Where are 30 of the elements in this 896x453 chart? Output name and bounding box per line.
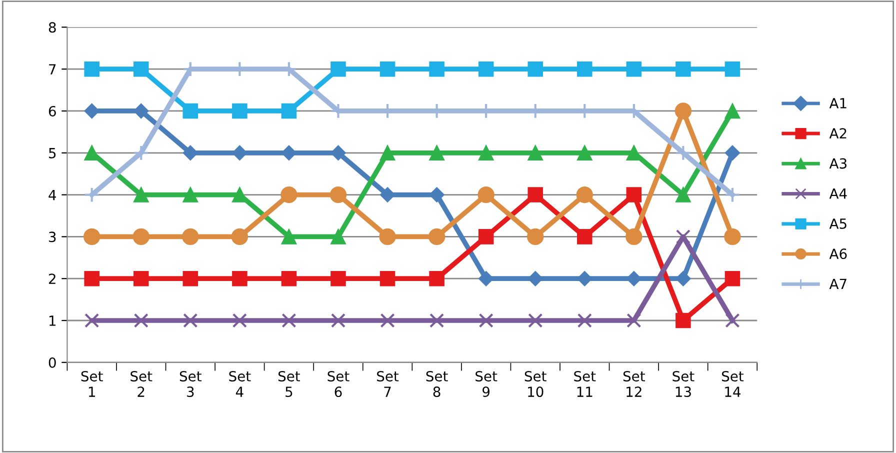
x-tick-label: Set 11 — [574, 370, 596, 397]
legend-label: A6 — [829, 248, 847, 260]
legend-label: A2 — [829, 128, 846, 138]
x-tick-label: Set 4 — [229, 370, 251, 397]
x-tick-label: Set 10 — [524, 370, 546, 398]
x-tick-label: Set 12 — [623, 370, 645, 397]
y-tick-label: 0 — [48, 357, 56, 368]
legend-label: A3 — [829, 158, 846, 169]
y-tick-label: 1 — [49, 316, 56, 326]
y-tick-label: 3 — [49, 232, 56, 242]
x-tick-label: Set 7 — [377, 370, 399, 397]
x-tick-label: Set 14 — [722, 370, 744, 397]
y-tick-label: 5 — [49, 148, 56, 158]
x-tick-label: Set 13 — [672, 370, 694, 398]
x-tick-label: Set 9 — [476, 370, 498, 398]
legend-label: A5 — [829, 218, 846, 229]
x-tick-label: Set 2 — [130, 370, 152, 397]
x-tick-label: Set 1 — [81, 370, 103, 397]
x-tick-label: Set 5 — [278, 370, 300, 398]
y-tick-label: 6 — [48, 106, 56, 116]
x-tick-label: Set 6 — [328, 370, 350, 398]
y-tick-label: 7 — [49, 64, 56, 74]
legend-label: A4 — [829, 188, 847, 199]
legend-label: A7 — [829, 278, 846, 289]
y-tick-label: 2 — [48, 274, 56, 284]
legend-label: A1 — [829, 98, 846, 108]
x-tick-label: Set 3 — [180, 370, 202, 398]
y-tick-label: 8 — [48, 22, 56, 33]
y-tick-label: 4 — [48, 190, 56, 200]
x-tick-label: Set 8 — [426, 370, 448, 398]
